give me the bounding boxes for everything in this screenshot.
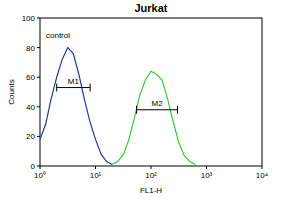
x-tick-label: 10³ xyxy=(201,171,213,180)
gate-bar xyxy=(57,87,90,88)
y-axis-label: Counts xyxy=(7,79,16,104)
x-tick xyxy=(206,166,207,169)
gate-cap xyxy=(56,84,57,92)
y-tick-label: 0 xyxy=(31,162,36,171)
y-tick xyxy=(37,136,40,137)
plot-area xyxy=(40,48,195,165)
x-tick xyxy=(151,166,152,169)
y-tick-label: 60 xyxy=(26,73,35,82)
y-tick xyxy=(37,106,40,107)
y-tick xyxy=(37,47,40,48)
gate-label: M2 xyxy=(151,99,163,108)
x-tick xyxy=(40,166,41,169)
x-tick-label: 10¹ xyxy=(90,171,102,180)
x-tick-label: 10⁰ xyxy=(34,171,46,180)
y-tick xyxy=(37,77,40,78)
x-tick-label: 10² xyxy=(145,171,157,180)
x-tick xyxy=(95,166,96,169)
x-axis-label: FL1-H xyxy=(140,186,162,195)
series-label: control xyxy=(46,31,70,40)
gate-label: M1 xyxy=(68,77,80,86)
x-tick-label: 10⁴ xyxy=(256,171,269,180)
y-tick-label: 40 xyxy=(26,103,35,112)
title: Jurkat xyxy=(134,2,167,14)
y-tick-label: 20 xyxy=(26,132,35,141)
gate-bar xyxy=(137,109,178,110)
histogram-line xyxy=(112,71,195,164)
y-tick-label: 80 xyxy=(26,44,35,53)
gate: M2 xyxy=(137,99,178,114)
gate-cap xyxy=(90,84,91,92)
gate-cap xyxy=(177,106,178,114)
y-tick-label: 100 xyxy=(22,14,36,23)
gate-cap xyxy=(136,106,137,114)
gate: M1 xyxy=(57,77,90,92)
x-tick xyxy=(262,166,263,169)
histogram-line xyxy=(40,48,112,165)
chart: Jurkat 0 20 40 60 80 100 10⁰ 10¹ 10² 10³ 10⁴ FL1-H Co… xyxy=(0,0,300,200)
plot-frame xyxy=(40,18,262,166)
y-tick xyxy=(37,18,40,19)
